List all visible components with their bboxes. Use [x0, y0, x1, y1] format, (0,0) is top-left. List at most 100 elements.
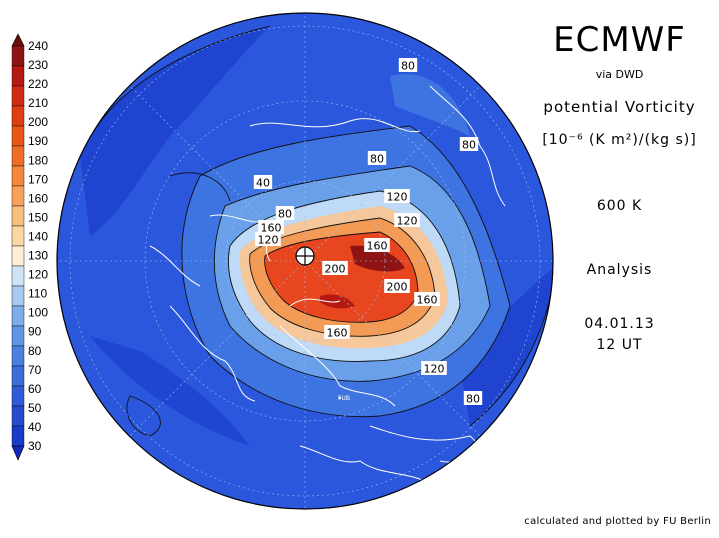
contour-label-box	[384, 279, 410, 293]
colorbar-swatch	[11, 225, 25, 247]
source-subtitle: via DWD	[595, 68, 644, 81]
contour-label-box	[258, 220, 284, 234]
colorbar-swatch	[11, 405, 25, 427]
colorbar-tick-label: 110	[28, 287, 47, 301]
model-title: ECMWF	[553, 20, 686, 60]
colorbar-tick-label: 90	[28, 325, 42, 339]
colorbar-swatches	[11, 34, 25, 461]
date-label: 04.01.13	[584, 316, 655, 332]
colorbar-tick-label: 210	[28, 96, 48, 110]
contour-label: 80	[462, 139, 476, 152]
product-label: Analysis	[586, 262, 653, 278]
fub-location: FUB	[338, 395, 350, 402]
colorbar-swatch	[11, 285, 25, 307]
colorbar-swatch	[11, 325, 25, 347]
colorbar-swatch	[11, 45, 25, 67]
contour-label-box	[384, 189, 410, 203]
colorbar-swatch	[11, 145, 25, 167]
colorbar-tick-label: 130	[28, 249, 48, 263]
contour-label-box	[367, 151, 387, 165]
contour-label-box	[324, 325, 350, 339]
contour-label: 120	[424, 363, 445, 376]
contour-label-box	[394, 213, 420, 227]
colorbar-swatch	[11, 265, 25, 287]
colorbar-tick-label: 160	[28, 191, 48, 205]
colorbar-tick-label: 240	[28, 39, 48, 53]
contour-label-box	[459, 137, 479, 151]
colorbar-tick-label: 150	[28, 210, 48, 224]
colorbar-tick-label: 50	[28, 401, 42, 415]
contour-label-box	[253, 175, 273, 189]
time-label: 12 UT	[596, 337, 643, 353]
colorbar-tick-label: 80	[28, 344, 42, 358]
pv-band-80	[390, 74, 470, 136]
low-pv-region	[460, 266, 553, 426]
contour-label: 120	[397, 215, 418, 228]
colorbar-swatch	[11, 245, 25, 267]
colorbar-swatch	[11, 85, 25, 107]
colorbar-swatch	[11, 345, 25, 367]
colorbar-swatch	[11, 165, 25, 187]
contour-label: 200	[325, 263, 346, 276]
low-pv-region	[90, 336, 250, 446]
contour-label-box	[275, 206, 295, 220]
colorbar-swatch	[11, 305, 25, 327]
colorbar-tick-label: 140	[28, 229, 48, 243]
contour-label: 80	[370, 153, 384, 166]
map-border	[56, 12, 554, 510]
contour-label-box	[414, 292, 440, 306]
low-pv-region	[80, 26, 270, 236]
colorbar-arrow-top	[11, 34, 25, 47]
colorbar-tick-label: 230	[28, 58, 48, 72]
colorbar-tick-label: 120	[28, 268, 48, 282]
contour-label: 160	[261, 222, 282, 235]
colorbar-tick-label: 40	[28, 420, 42, 434]
contour-label-box	[364, 238, 390, 252]
colorbar-swatch	[11, 425, 25, 447]
colorbar-arrow-bottom	[11, 445, 25, 461]
coastlines	[149, 85, 506, 485]
colorbar-tick-label: 170	[28, 172, 48, 186]
contour-label-box	[463, 391, 483, 405]
colorbar-tick-label: 190	[28, 134, 48, 148]
colorbar-tick-label: 70	[28, 363, 42, 377]
colorbar-tick-label: 180	[28, 153, 48, 167]
colorbar-tick-label: 60	[28, 382, 42, 396]
parameter-units: [10⁻⁶ (K m²)/(kg s)]	[542, 132, 697, 148]
colorbar-swatch	[11, 205, 25, 227]
fub-label: FUB	[338, 395, 350, 402]
contour-label: 80	[278, 208, 292, 221]
colorbar-swatch	[11, 65, 25, 87]
colorbar-tick-label: 100	[28, 306, 48, 320]
contour-label: 40	[256, 177, 270, 190]
contour-label: 160	[327, 327, 348, 340]
contour-label: 200	[387, 281, 408, 294]
contour-label: 160	[417, 294, 438, 307]
pv-maximum	[350, 245, 405, 272]
colorbar-tick-label: 220	[28, 77, 48, 91]
contour-label: 80	[401, 60, 415, 73]
contour-label-box	[322, 261, 348, 275]
colorbar-swatch	[11, 365, 25, 387]
colorbar-swatch	[11, 125, 25, 147]
contour-label: 160	[367, 240, 388, 253]
info-panel: ECMWF via DWD potential Vorticity [10⁻⁶ …	[520, 0, 719, 380]
colorbar-swatch	[11, 105, 25, 127]
parameter-name: potential Vorticity	[543, 98, 696, 116]
contour-label: 80	[466, 393, 480, 406]
credit-text: calculated and plotted by FU Berlin	[524, 516, 711, 527]
colorbar: 240 230 220 210 200 190 180 170 160 150 140 130 120 1…	[11, 34, 48, 461]
pole-marker	[295, 246, 315, 266]
contour-label: 120	[387, 191, 408, 204]
level-label: 600 K	[596, 198, 643, 214]
contour-label-box	[398, 58, 418, 72]
colorbar-swatch	[11, 185, 25, 207]
contour-label: 120	[258, 234, 279, 247]
colorbar-tick-label: 30	[28, 439, 42, 453]
contour-label-box	[255, 232, 281, 246]
colorbar-swatch	[11, 385, 25, 407]
contour-label-box	[421, 361, 447, 375]
